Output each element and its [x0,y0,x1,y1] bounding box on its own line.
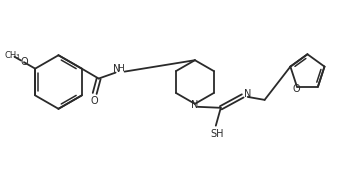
Text: N: N [191,100,199,110]
Text: O: O [20,57,28,67]
Text: O: O [292,83,300,93]
Text: CH₃: CH₃ [5,51,21,60]
Text: H: H [117,64,124,73]
Text: N: N [244,89,251,99]
Text: SH: SH [210,129,224,139]
Text: O: O [91,96,98,106]
Text: N: N [113,64,120,74]
